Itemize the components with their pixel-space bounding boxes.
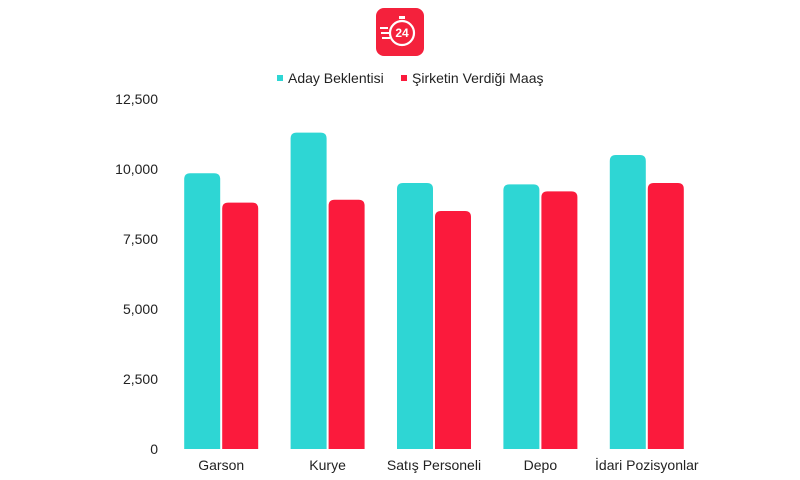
bar-sirket-maas-3 — [541, 191, 578, 449]
bar-sirket-maas-1 — [328, 199, 365, 449]
legend: Aday Beklentisi Şirketin Verdiği Maaş — [277, 70, 544, 86]
legend-label: Aday Beklentisi — [288, 70, 384, 86]
bar-sirket-maas-2 — [435, 211, 471, 449]
legend-swatch — [277, 75, 283, 81]
logo: 24 — [376, 8, 424, 56]
bar-aday-beklentisi-2 — [397, 183, 433, 449]
bar-aday-beklentisi-3 — [503, 184, 540, 449]
stopwatch-24-icon: 24 — [380, 16, 416, 47]
category-labels: Garson Kurye Satış Personeli Depo İdari Pozi… — [198, 456, 699, 473]
y-tick-label: 2,500 — [123, 371, 158, 387]
category-label: Satış Personeli — [387, 457, 481, 473]
category-label: Kurye — [309, 457, 346, 473]
category-label: Garson — [198, 457, 244, 473]
bars — [184, 132, 684, 449]
y-tick-label: 7,500 — [123, 231, 158, 247]
bar-aday-beklentisi-0 — [184, 173, 221, 449]
y-tick-label: 10,000 — [115, 161, 158, 177]
legend-swatch — [401, 75, 407, 81]
bar-sirket-maas-0 — [222, 202, 259, 449]
bar-sirket-maas-4 — [647, 183, 684, 449]
category-label: İdari Pozisyonlar — [595, 456, 699, 473]
category-label: Depo — [524, 457, 558, 473]
legend-label: Şirketin Verdiği Maaş — [412, 70, 544, 86]
y-axis-ticks: 0 2,500 5,000 7,500 10,000 12,500 — [115, 91, 158, 457]
logo-text: 24 — [395, 26, 409, 40]
bar-aday-beklentisi-1 — [290, 132, 327, 449]
logo-background — [376, 8, 424, 56]
bar-aday-beklentisi-4 — [609, 155, 646, 449]
y-tick-label: 12,500 — [115, 91, 158, 107]
y-tick-label: 5,000 — [123, 301, 158, 317]
y-tick-label: 0 — [150, 441, 158, 457]
